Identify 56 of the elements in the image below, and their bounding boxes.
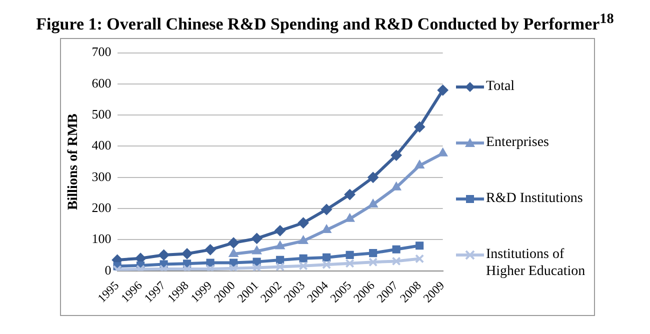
legend-label: Institutions of Higher Education bbox=[486, 246, 586, 280]
point bbox=[251, 232, 262, 244]
point bbox=[344, 213, 355, 222]
y-tick-label: 300 bbox=[92, 168, 112, 184]
point bbox=[298, 217, 309, 228]
y-tick-label: 200 bbox=[92, 200, 112, 215]
point bbox=[437, 84, 448, 96]
point bbox=[298, 261, 308, 270]
point bbox=[276, 256, 284, 264]
legend-label: R&D Institutions bbox=[486, 190, 583, 207]
point bbox=[275, 240, 285, 250]
y-axis-title: Billions of RMB bbox=[66, 114, 82, 210]
point bbox=[344, 189, 356, 200]
point bbox=[414, 121, 426, 132]
point bbox=[252, 263, 262, 271]
point bbox=[206, 264, 215, 271]
point bbox=[390, 150, 402, 161]
legend-label: Enterprises bbox=[486, 134, 549, 152]
point bbox=[322, 253, 331, 262]
point bbox=[322, 224, 332, 234]
point bbox=[368, 258, 378, 267]
point bbox=[322, 260, 332, 270]
legend-label: Total bbox=[486, 78, 515, 96]
point bbox=[345, 258, 354, 268]
point bbox=[229, 264, 238, 271]
point bbox=[182, 264, 192, 271]
point bbox=[299, 254, 308, 262]
y-tick-label: 0 bbox=[104, 262, 112, 278]
point bbox=[321, 204, 332, 215]
point bbox=[392, 245, 400, 254]
point bbox=[415, 254, 424, 264]
point bbox=[416, 242, 424, 250]
point bbox=[391, 182, 402, 190]
y-tick-label: 400 bbox=[92, 138, 112, 153]
point bbox=[392, 256, 401, 266]
point bbox=[368, 172, 379, 183]
point bbox=[252, 246, 262, 254]
point bbox=[228, 248, 238, 258]
y-tick-label: 700 bbox=[92, 44, 112, 60]
point bbox=[182, 248, 193, 260]
point bbox=[228, 237, 240, 248]
point bbox=[204, 244, 216, 256]
y-tick-label: 500 bbox=[92, 106, 112, 122]
point bbox=[298, 235, 308, 244]
point bbox=[414, 160, 424, 169]
point bbox=[276, 262, 285, 271]
point bbox=[159, 264, 168, 271]
point bbox=[274, 225, 286, 236]
y-tick-label: 100 bbox=[92, 231, 112, 246]
point bbox=[158, 249, 170, 260]
y-tick-label: 600 bbox=[92, 75, 112, 90]
point bbox=[369, 249, 378, 258]
point bbox=[438, 148, 448, 156]
point bbox=[368, 199, 378, 208]
chart-title: Figure 1: Overall Chinese R&D Spending and R&D Conducted by Performer$^{18}$ bbox=[35, 10, 615, 36]
point bbox=[346, 250, 354, 259]
